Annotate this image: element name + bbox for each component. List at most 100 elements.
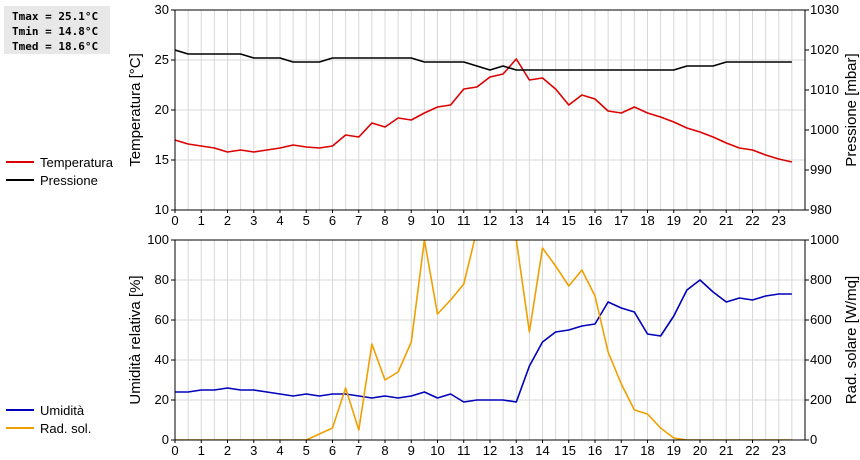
x-tick-label: 15 xyxy=(562,213,576,228)
y-tick-label: 10 xyxy=(155,202,169,217)
x-tick-label: 16 xyxy=(588,213,602,228)
series-line-pressione xyxy=(175,49,792,71)
x-tick-label: 3 xyxy=(250,213,257,228)
y2-tick-label: 800 xyxy=(810,272,832,287)
legend-label-rad-sol: Rad. sol. xyxy=(40,420,92,436)
y-axis-label: Temperatura [°C] xyxy=(127,53,144,167)
x-tick-label: 10 xyxy=(430,443,444,458)
x-tick-label: 19 xyxy=(667,213,681,228)
y2-tick-label: 400 xyxy=(810,352,832,367)
x-tick-label: 14 xyxy=(535,443,549,458)
x-tick-label: 18 xyxy=(640,443,654,458)
stats-box: Tmax = 25.1°C Tmin = 14.8°C Tmed = 18.6°… xyxy=(4,6,110,54)
y-tick-label: 25 xyxy=(155,52,169,67)
legend-top: Temperatura Pressione xyxy=(6,153,113,189)
x-tick-label: 11 xyxy=(457,443,471,458)
x-tick-label: 21 xyxy=(719,213,733,228)
x-tick-label: 23 xyxy=(772,443,786,458)
y2-tick-label: 1000 xyxy=(810,232,839,247)
x-tick-label: 20 xyxy=(693,213,707,228)
y-tick-label: 60 xyxy=(155,312,169,327)
x-tick-label: 4 xyxy=(276,213,283,228)
tmed-label: Tmed = 18.6°C xyxy=(12,40,99,53)
legend-item-temperatura: Temperatura xyxy=(6,153,113,171)
y2-tick-label: 200 xyxy=(810,392,832,407)
series-line-temperatura xyxy=(175,58,793,163)
x-tick-label: 22 xyxy=(745,213,759,228)
x-tick-label: 5 xyxy=(303,213,310,228)
legend-swatch-pressione xyxy=(6,179,34,181)
y-tick-label: 15 xyxy=(155,152,169,167)
y2-tick-label: 1030 xyxy=(810,2,839,17)
x-tick-label: 18 xyxy=(640,213,654,228)
y2-tick-label: 990 xyxy=(810,162,832,177)
y-tick-label: 80 xyxy=(155,272,169,287)
x-tick-label: 14 xyxy=(535,213,549,228)
y2-tick-label: 1010 xyxy=(810,82,839,97)
plot-frame xyxy=(174,239,806,441)
y2-axis-label: Pressione [mbar] xyxy=(843,53,860,166)
legend-label-pressione: Pressione xyxy=(40,172,98,188)
legend-swatch-umidita xyxy=(6,409,34,411)
legend-swatch-rad-sol xyxy=(6,427,34,429)
x-tick-label: 13 xyxy=(509,213,523,228)
legend-bottom: Umidità Rad. sol. xyxy=(6,401,91,437)
y-tick-label: 20 xyxy=(155,392,169,407)
x-tick-label: 6 xyxy=(329,213,336,228)
x-tick-label: 16 xyxy=(588,443,602,458)
y2-tick-label: 980 xyxy=(810,202,832,217)
x-tick-label: 3 xyxy=(250,443,257,458)
x-tick-label: 4 xyxy=(276,443,283,458)
x-tick-label: 2 xyxy=(224,213,231,228)
x-tick-label: 10 xyxy=(430,213,444,228)
x-tick-label: 0 xyxy=(171,213,178,228)
legend-item-umidita: Umidità xyxy=(6,401,91,419)
series-line-umidit xyxy=(175,279,792,403)
x-tick-label: 6 xyxy=(329,443,336,458)
x-tick-label: 7 xyxy=(355,213,362,228)
legend-item-pressione: Pressione xyxy=(6,171,113,189)
x-tick-label: 17 xyxy=(614,443,628,458)
x-tick-label: 0 xyxy=(171,443,178,458)
legend-item-rad-sol: Rad. sol. xyxy=(6,419,91,437)
y2-tick-label: 1000 xyxy=(810,122,839,137)
x-tick-label: 5 xyxy=(303,443,310,458)
tmax-label: Tmax = 25.1°C xyxy=(12,10,99,23)
x-tick-label: 20 xyxy=(693,443,707,458)
y2-tick-label: 600 xyxy=(810,312,832,327)
y-tick-label: 0 xyxy=(162,432,169,447)
x-tick-label: 1 xyxy=(198,443,205,458)
y-tick-label: 20 xyxy=(155,102,169,117)
x-tick-label: 8 xyxy=(381,443,388,458)
x-tick-label: 9 xyxy=(408,213,415,228)
y2-axis-label: Rad. solare [W/mq] xyxy=(843,276,860,404)
x-tick-label: 9 xyxy=(408,443,415,458)
x-tick-label: 12 xyxy=(483,213,497,228)
x-tick-label: 15 xyxy=(562,443,576,458)
x-tick-label: 17 xyxy=(614,213,628,228)
y-tick-label: 30 xyxy=(155,2,169,17)
x-tick-label: 8 xyxy=(381,213,388,228)
x-tick-label: 7 xyxy=(355,443,362,458)
x-tick-label: 19 xyxy=(667,443,681,458)
x-tick-label: 2 xyxy=(224,443,231,458)
y-axis-label: Umidità relativa [%] xyxy=(127,275,144,404)
y-tick-label: 40 xyxy=(155,352,169,367)
x-tick-label: 11 xyxy=(457,213,471,228)
y2-tick-label: 1020 xyxy=(810,42,839,57)
x-tick-label: 22 xyxy=(745,443,759,458)
tmin-label: Tmin = 14.8°C xyxy=(12,25,99,38)
y2-tick-label: 0 xyxy=(810,432,817,447)
y-tick-label: 100 xyxy=(147,232,169,247)
x-tick-label: 12 xyxy=(483,443,497,458)
x-tick-label: 23 xyxy=(772,213,786,228)
x-tick-label: 1 xyxy=(198,213,205,228)
legend-swatch-temperatura xyxy=(6,161,34,163)
series-line-rad-sol xyxy=(175,240,792,440)
legend-label-temperatura: Temperatura xyxy=(40,154,113,170)
plot-frame xyxy=(174,9,806,211)
x-tick-label: 13 xyxy=(509,443,523,458)
x-tick-label: 21 xyxy=(719,443,733,458)
legend-label-umidita: Umidità xyxy=(40,402,85,418)
